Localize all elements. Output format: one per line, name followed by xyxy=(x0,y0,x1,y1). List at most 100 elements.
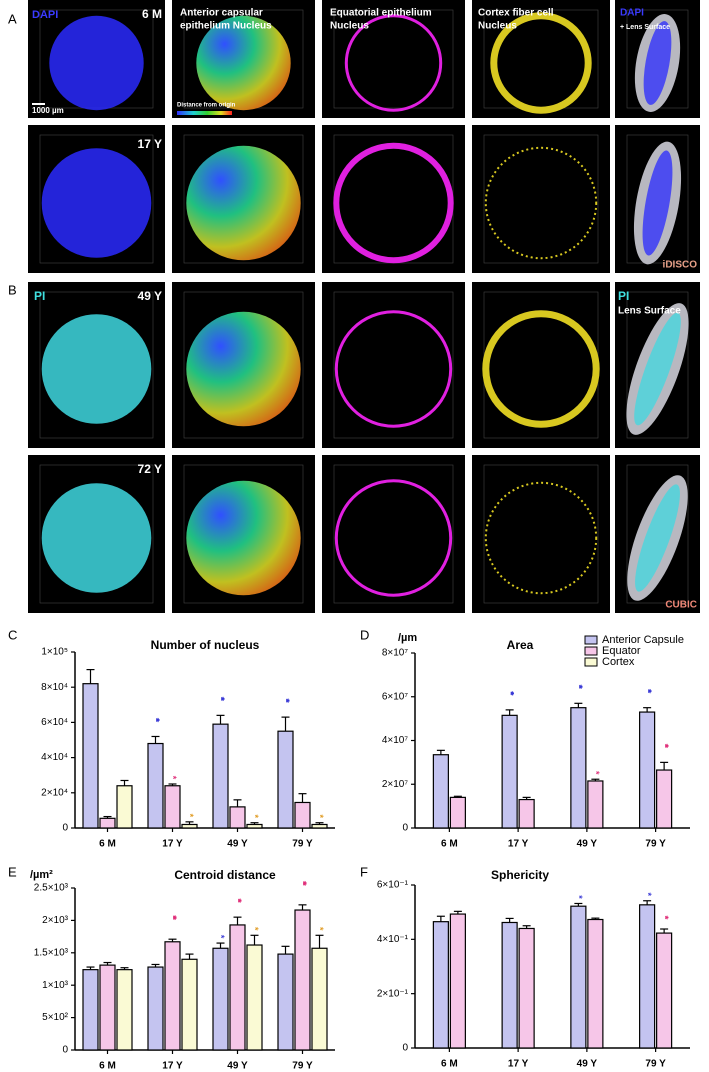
x-tick-label: 17 Y xyxy=(508,1059,529,1070)
significance-mark: *** xyxy=(281,698,291,703)
panel-label: D xyxy=(360,627,369,642)
bounding-box xyxy=(39,134,154,264)
significance-mark: *** xyxy=(574,685,584,690)
bar xyxy=(587,918,604,1049)
significance-mark: * xyxy=(574,895,584,899)
significance-mark: **** xyxy=(168,915,178,921)
panel-label: B xyxy=(8,282,17,297)
bar xyxy=(181,958,198,1051)
significance-mark: * xyxy=(250,814,260,818)
x-tick-label: 49 Y xyxy=(227,839,248,850)
bounding-box xyxy=(183,134,304,264)
micrograph-label: Cortex fiber cell xyxy=(478,8,554,19)
bar xyxy=(82,683,99,829)
significance-mark: * xyxy=(315,927,325,931)
bar xyxy=(229,806,246,829)
x-tick-label: 17 Y xyxy=(508,839,529,850)
x-tick-label: 6 M xyxy=(441,1059,458,1070)
bar xyxy=(639,711,656,829)
y-tick-label: 8×10⁴ xyxy=(41,682,68,693)
y-tick-label: 1.5×10³ xyxy=(34,947,69,958)
bar xyxy=(656,769,673,829)
chart-title: Sphericity xyxy=(491,868,549,882)
bar xyxy=(212,723,229,829)
bar xyxy=(116,969,133,1051)
significance-mark: * xyxy=(643,892,653,896)
legend-swatch xyxy=(584,646,598,656)
tissue xyxy=(490,12,592,114)
bar xyxy=(164,941,181,1051)
micrograph xyxy=(472,282,610,448)
y-tick-label: 2×10³ xyxy=(42,915,69,926)
y-axis-label: /µm xyxy=(398,632,417,644)
bounding-box xyxy=(39,464,154,604)
significance-mark: *** xyxy=(660,744,670,749)
bar xyxy=(432,754,449,829)
bar xyxy=(432,921,449,1049)
tissue xyxy=(186,145,301,261)
micrograph-label: CUBIC xyxy=(665,600,697,611)
bar xyxy=(449,796,466,829)
micrograph xyxy=(472,125,610,273)
tissue xyxy=(334,310,453,428)
micrograph-label: 49 Y xyxy=(138,289,162,303)
color-scale xyxy=(177,111,232,115)
tissue xyxy=(41,314,152,424)
panel-label: A xyxy=(8,11,17,26)
bounding-box xyxy=(333,9,454,109)
x-tick-label: 79 Y xyxy=(645,1059,666,1070)
micrograph-label: + Lens Surface xyxy=(620,24,670,31)
significance-mark: *** xyxy=(216,697,226,702)
micrograph-label: PI xyxy=(618,289,629,303)
bar xyxy=(311,947,328,1051)
bounding-box xyxy=(183,291,304,439)
x-tick-label: 49 Y xyxy=(577,839,598,850)
y-tick-label: 4×10⁷ xyxy=(382,735,409,746)
y-tick-label: 6×10⁴ xyxy=(41,717,68,728)
bar xyxy=(518,927,535,1049)
bar xyxy=(311,823,328,829)
micrograph-label: Distance from origin xyxy=(177,103,236,109)
legend-swatch xyxy=(584,657,598,667)
x-tick-label: 49 Y xyxy=(227,1061,248,1072)
bar xyxy=(99,817,116,829)
significance-mark: * xyxy=(315,814,325,818)
y-tick-label: 2×10⁻¹ xyxy=(377,988,409,999)
bar xyxy=(501,921,518,1049)
bar xyxy=(277,730,294,829)
significance-mark: * xyxy=(591,771,601,775)
lens-core xyxy=(635,484,680,592)
bounding-box xyxy=(183,464,304,604)
bar xyxy=(656,932,673,1049)
y-tick-label: 0 xyxy=(402,823,408,834)
bar xyxy=(501,714,518,829)
x-tick-label: 6 M xyxy=(441,839,458,850)
micrograph-label: Lens Surface xyxy=(618,306,681,317)
bar xyxy=(147,966,164,1051)
y-tick-label: 4×10⁴ xyxy=(41,752,68,763)
y-tick-label: 0 xyxy=(402,1043,408,1054)
micrograph xyxy=(322,455,465,613)
y-tick-label: 0 xyxy=(62,1045,68,1056)
x-tick-label: 6 M xyxy=(99,1061,116,1072)
tissue xyxy=(196,15,291,111)
bounding-box xyxy=(626,464,689,604)
micrograph xyxy=(322,125,465,273)
lens-core xyxy=(634,312,681,426)
bounding-box xyxy=(333,464,454,604)
y-tick-label: 2.5×10³ xyxy=(34,883,69,894)
micrograph-label: Nucleus xyxy=(478,21,517,32)
x-tick-label: 79 Y xyxy=(292,1061,313,1072)
legend-label: Equator xyxy=(602,645,641,657)
bar xyxy=(229,924,246,1051)
bounding-box xyxy=(39,291,154,439)
micrograph-label: iDISCO xyxy=(663,260,698,271)
bar xyxy=(82,969,99,1051)
x-tick-label: 79 Y xyxy=(292,839,313,850)
micrograph-label: 17 Y xyxy=(138,137,162,151)
bar xyxy=(639,904,656,1049)
x-tick-label: 49 Y xyxy=(577,1059,598,1070)
micrograph-label: 1000 µm xyxy=(32,106,64,115)
tissue xyxy=(482,310,600,428)
